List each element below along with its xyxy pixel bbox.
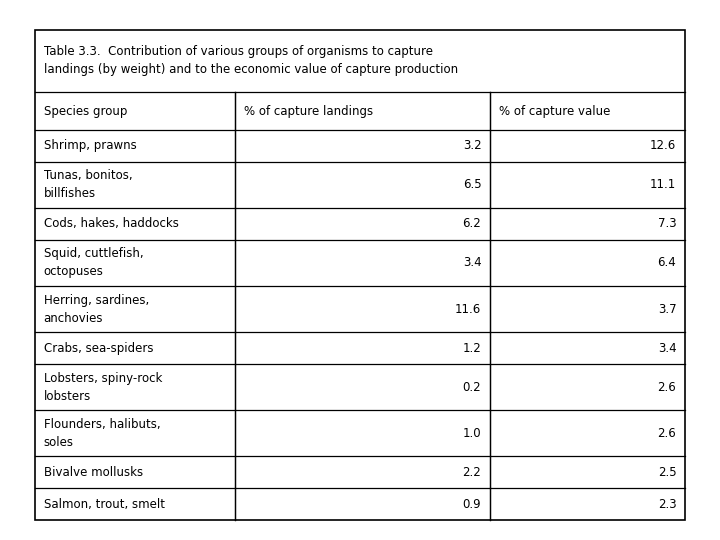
- Text: 11.6: 11.6: [455, 302, 482, 315]
- Text: 1.2: 1.2: [463, 341, 482, 355]
- Text: 3.4: 3.4: [658, 341, 676, 355]
- Text: % of capture landings: % of capture landings: [243, 105, 373, 118]
- Text: 3.7: 3.7: [658, 302, 676, 315]
- Text: 11.1: 11.1: [650, 178, 676, 192]
- Text: 2.5: 2.5: [658, 465, 676, 478]
- Text: 2.3: 2.3: [658, 497, 676, 510]
- Text: Crabs, sea-spiders: Crabs, sea-spiders: [44, 341, 153, 355]
- Text: 0.2: 0.2: [463, 381, 482, 394]
- Text: 7.3: 7.3: [658, 218, 676, 231]
- Text: Tunas, bonitos,
billfishes: Tunas, bonitos, billfishes: [44, 170, 132, 200]
- Text: 3.2: 3.2: [463, 139, 482, 152]
- Text: Cods, hakes, haddocks: Cods, hakes, haddocks: [44, 218, 179, 231]
- Text: Squid, cuttlefish,
octopuses: Squid, cuttlefish, octopuses: [44, 247, 143, 279]
- Text: Bivalve mollusks: Bivalve mollusks: [44, 465, 143, 478]
- Text: 6.5: 6.5: [463, 178, 482, 192]
- Text: 6.2: 6.2: [463, 218, 482, 231]
- Text: Lobsters, spiny-rock
lobsters: Lobsters, spiny-rock lobsters: [44, 372, 162, 402]
- Text: Species group: Species group: [44, 105, 127, 118]
- Text: 0.9: 0.9: [463, 497, 482, 510]
- Text: 2.6: 2.6: [657, 381, 676, 394]
- Text: Herring, sardines,
anchovies: Herring, sardines, anchovies: [44, 294, 149, 325]
- Text: 2.6: 2.6: [657, 427, 676, 440]
- Text: 12.6: 12.6: [650, 139, 676, 152]
- Text: 1.0: 1.0: [463, 427, 482, 440]
- Text: 2.2: 2.2: [463, 465, 482, 478]
- Text: % of capture value: % of capture value: [499, 105, 610, 118]
- Text: Table 3.3.  Contribution of various groups of organisms to capture
landings (by : Table 3.3. Contribution of various group…: [44, 45, 458, 77]
- Text: 6.4: 6.4: [657, 256, 676, 269]
- Text: 3.4: 3.4: [463, 256, 482, 269]
- Text: Salmon, trout, smelt: Salmon, trout, smelt: [44, 497, 165, 510]
- Text: Flounders, halibuts,
soles: Flounders, halibuts, soles: [44, 417, 161, 449]
- Text: Shrimp, prawns: Shrimp, prawns: [44, 139, 136, 152]
